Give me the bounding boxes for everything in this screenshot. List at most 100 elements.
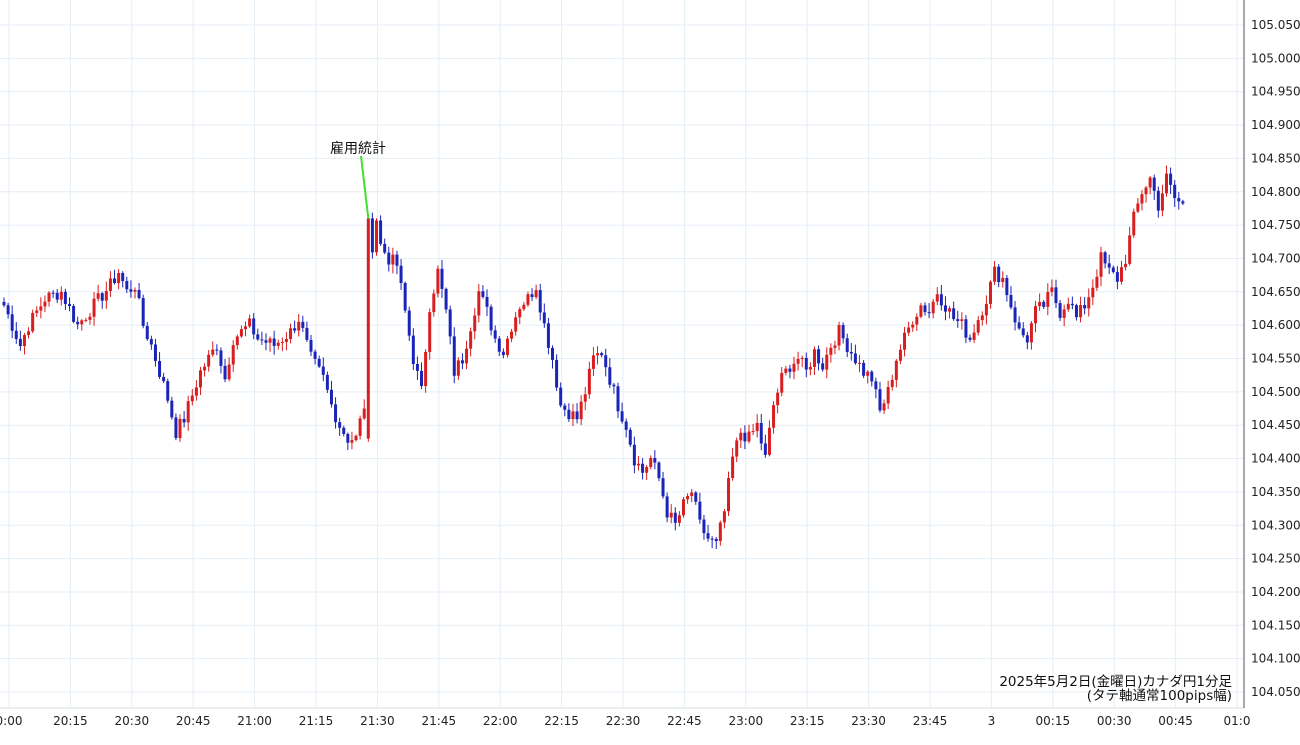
candle-body (1095, 276, 1099, 288)
x-tick-label: 23:45 (913, 714, 948, 728)
candle-body (366, 218, 370, 439)
candle-body (841, 325, 845, 339)
y-tick-label: 104.900 (1251, 118, 1300, 132)
candle-body (1177, 198, 1181, 202)
candle-body (293, 328, 297, 331)
candle-body (448, 309, 452, 337)
candle-body (759, 422, 763, 444)
candle-body (980, 315, 984, 321)
candle-body (469, 331, 473, 349)
candle-body (1165, 173, 1169, 194)
candle-body (817, 349, 821, 364)
candle-body (911, 324, 915, 328)
candle-body (178, 418, 182, 439)
candle-body (641, 463, 645, 473)
candle-body (825, 354, 829, 370)
candle-body (6, 305, 10, 315)
candle-body (383, 243, 387, 253)
candle-body (96, 293, 100, 299)
candle-body (903, 332, 907, 350)
candle-body (731, 456, 735, 479)
candle-body (370, 218, 374, 253)
candle-body (260, 339, 264, 341)
annotation-line (360, 155, 370, 219)
candle-body (22, 335, 26, 346)
annotation: 雇用統計 (330, 140, 386, 219)
candle-body (67, 304, 71, 306)
candle-body (223, 365, 227, 380)
candles (2, 165, 1185, 549)
candle-body (579, 401, 583, 420)
candle-body (473, 315, 477, 332)
candle-body (563, 405, 567, 410)
candle-body (444, 288, 448, 310)
candle-body (387, 252, 391, 265)
x-tick-label: 20:45 (176, 714, 211, 728)
candle-body (1074, 305, 1078, 318)
candle-body (125, 281, 129, 290)
candle-body (894, 360, 898, 380)
x-tick-label: 3 (988, 714, 996, 728)
candle-body (907, 327, 911, 333)
candle-body (751, 431, 755, 433)
candle-body (555, 359, 559, 388)
candle-body (1119, 267, 1123, 282)
candle-body (329, 389, 333, 405)
candle-body (788, 368, 792, 372)
candle-body (710, 538, 714, 540)
candle-body (186, 401, 190, 423)
candle-body (538, 290, 542, 313)
candle-body (694, 492, 698, 502)
candle-body (591, 355, 595, 369)
candle-body (104, 290, 108, 301)
candle-body (280, 341, 284, 343)
candle-body (620, 411, 624, 422)
candle-body (379, 220, 383, 244)
candle-body (1156, 190, 1160, 211)
candle-body (956, 319, 960, 322)
candle-body (743, 432, 747, 442)
candle-body (792, 363, 796, 372)
y-tick-label: 104.050 (1251, 685, 1300, 699)
x-tick-label: 0:00 (0, 714, 22, 728)
chart-grid (0, 0, 1244, 708)
candle-body (849, 351, 853, 354)
candle-body (649, 457, 653, 468)
candle-body (505, 338, 509, 356)
candle-body (256, 334, 260, 340)
candle-body (59, 291, 63, 300)
candle-body (153, 344, 157, 361)
candle-body (1144, 187, 1148, 195)
y-tick-label: 105.050 (1251, 18, 1300, 32)
y-tick-label: 104.800 (1251, 185, 1300, 199)
candle-body (309, 339, 313, 352)
y-tick-label: 104.400 (1251, 452, 1300, 466)
candle-body (1070, 303, 1074, 306)
x-tick-label: 21:00 (237, 714, 272, 728)
candle-body (624, 421, 628, 430)
candle-body (661, 478, 665, 497)
candle-body (997, 266, 1001, 283)
candle-body (952, 308, 956, 320)
candle-body (403, 283, 407, 311)
candle-body (346, 433, 350, 443)
candle-body (596, 353, 600, 356)
x-tick-label: 00:30 (1097, 714, 1132, 728)
candle-body (874, 381, 878, 390)
candle-body (583, 394, 587, 402)
candle-body (391, 254, 395, 265)
candle-body (362, 408, 366, 419)
candle-body (657, 462, 661, 479)
candle-body (993, 266, 997, 282)
candle-body (870, 371, 874, 382)
candle-body (501, 351, 505, 356)
candle-body (92, 298, 96, 317)
candle-body (477, 291, 481, 316)
candle-body (239, 329, 243, 337)
x-tick-label: 22:30 (606, 714, 641, 728)
candle-body (121, 272, 125, 282)
candle-body (551, 347, 555, 360)
candle-body (526, 294, 530, 305)
candle-body (321, 366, 325, 375)
